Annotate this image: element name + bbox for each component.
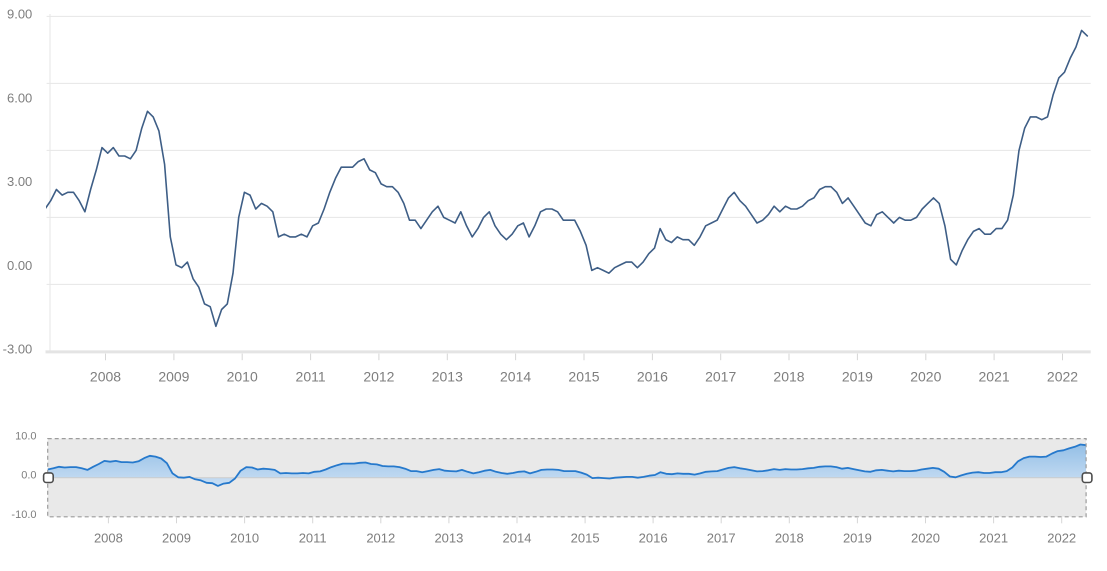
svg-text:2017: 2017 [707,531,736,546]
svg-text:2015: 2015 [568,369,599,385]
svg-text:2015: 2015 [571,531,600,546]
svg-text:2014: 2014 [500,369,531,385]
svg-text:0.0: 0.0 [21,470,36,482]
svg-text:2019: 2019 [842,369,873,385]
svg-text:2009: 2009 [158,369,189,385]
svg-text:2008: 2008 [94,531,123,546]
svg-text:2013: 2013 [434,531,463,546]
svg-text:2010: 2010 [230,531,259,546]
svg-text:2011: 2011 [299,531,327,546]
svg-text:2009: 2009 [162,531,191,546]
svg-text:2021: 2021 [979,369,1010,385]
svg-text:2018: 2018 [773,369,804,385]
svg-text:2012: 2012 [366,531,395,546]
svg-text:2021: 2021 [979,531,1008,546]
svg-text:2017: 2017 [705,369,736,385]
svg-text:2019: 2019 [843,531,872,546]
svg-text:-3.00: -3.00 [3,342,33,357]
svg-text:2010: 2010 [227,369,258,385]
svg-text:2022: 2022 [1047,531,1076,546]
svg-text:2018: 2018 [775,531,804,546]
svg-text:2013: 2013 [432,369,463,385]
svg-text:-10.0: -10.0 [11,509,36,521]
svg-text:2020: 2020 [911,531,940,546]
svg-text:2014: 2014 [503,531,532,546]
svg-text:9.00: 9.00 [7,7,32,22]
svg-text:2012: 2012 [363,369,394,385]
svg-text:2008: 2008 [90,369,121,385]
svg-text:6.00: 6.00 [7,90,32,105]
svg-text:2022: 2022 [1047,369,1078,385]
svg-text:2016: 2016 [637,369,668,385]
svg-text:2016: 2016 [639,531,668,546]
svg-text:0.00: 0.00 [7,258,32,273]
svg-text:2011: 2011 [296,369,326,385]
svg-text:3.00: 3.00 [7,174,32,189]
svg-text:2020: 2020 [910,369,941,385]
svg-text:10.0: 10.0 [15,431,36,443]
